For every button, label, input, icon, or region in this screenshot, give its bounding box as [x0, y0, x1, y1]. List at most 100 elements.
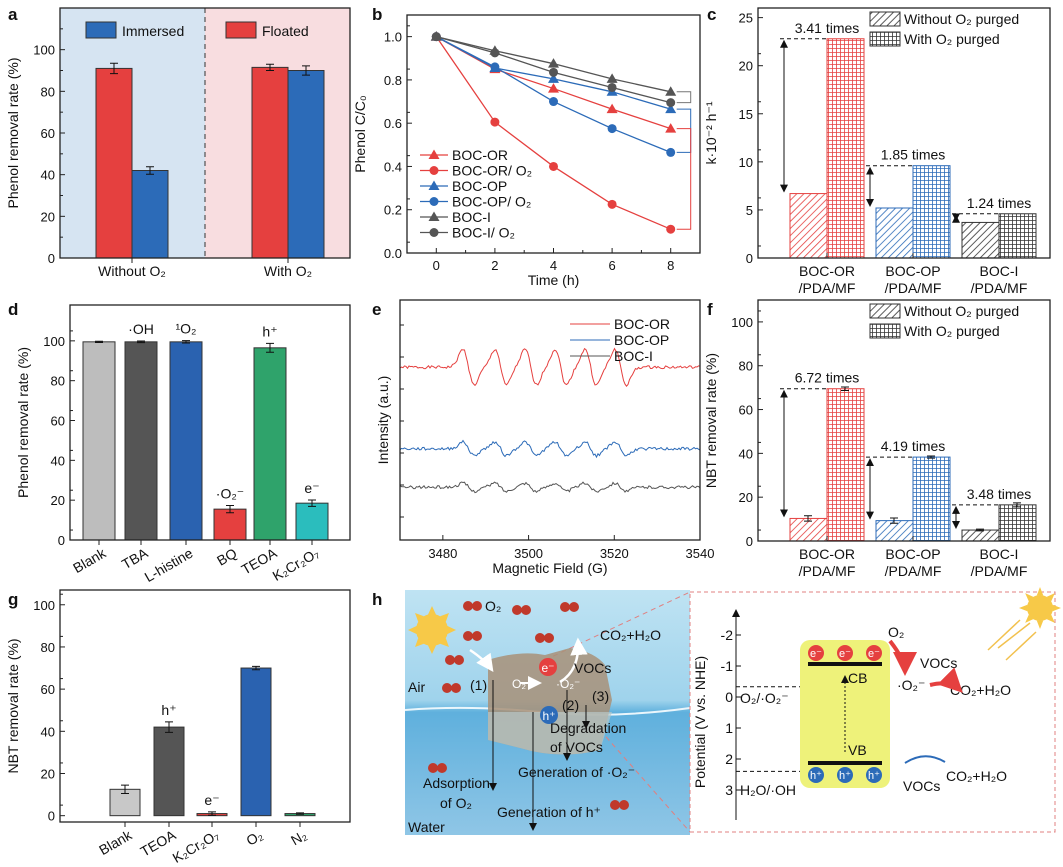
panel-c: 0 5 10 15 20 25 k·10⁻² h⁻¹ 3.41 times BOC-OR/PDA… — [703, 7, 1051, 296]
bar-immersed — [287, 70, 325, 259]
error-bar — [110, 62, 118, 75]
y-tick-label: 20 — [51, 493, 65, 508]
y-tick-label: 60 — [41, 682, 55, 697]
sun-icon — [1019, 587, 1061, 629]
vocs-label: VOCs — [574, 660, 611, 676]
o2-molecule-icon — [445, 655, 464, 665]
y-tick-label: 0.0 — [384, 246, 402, 261]
data-point — [549, 97, 558, 107]
panel-b: 0.0 0.2 0.4 0.6 0.8 1.0 Phenol C/C₀ 0 2 4 6 8 Time (… — [352, 14, 701, 288]
o2-adsorption-arrow — [469, 648, 494, 673]
bar-floated — [251, 66, 289, 259]
scavenged-species-label: h⁺ — [262, 323, 277, 339]
electron-label: e⁻ — [868, 648, 880, 660]
error-bar — [266, 63, 274, 71]
x-tick-label: With O₂ — [264, 263, 312, 279]
legend-entry: BOC-I — [452, 209, 491, 225]
data-point — [665, 103, 677, 114]
data-point — [429, 197, 439, 206]
data-point — [666, 98, 676, 108]
scavenged-species-label: e⁻ — [304, 480, 319, 496]
panel-label: c — [707, 5, 716, 24]
data-point — [428, 211, 440, 221]
axes-frame — [406, 14, 701, 254]
y-tick-label: 0.8 — [384, 73, 402, 88]
legend-with-o2: With O₂ purged — [904, 323, 1000, 339]
series-5 — [431, 32, 676, 108]
legend-without-o2: Without O₂ purged — [904, 11, 1019, 27]
legend-floated: Floated — [262, 23, 309, 39]
legend-entry: BOC-OR — [452, 147, 508, 163]
step-2-label: (2) — [562, 697, 579, 713]
bar-without-o2 — [875, 207, 914, 259]
legend-entry: BOC-I/ O₂ — [452, 225, 515, 241]
error-bar — [266, 342, 274, 353]
ratio-annotation: 1.24 times — [967, 195, 1032, 211]
x-tick-label: BOC-I — [980, 263, 1019, 279]
bar-without-o2 — [789, 193, 828, 259]
x-tick-label: /PDA/MF — [971, 280, 1028, 296]
y-tick-label: 15 — [739, 107, 753, 122]
axes-frame — [69, 304, 351, 541]
o2-molecule-icon — [512, 605, 531, 615]
hole-icon — [540, 706, 558, 724]
hole-label: h⁺ — [810, 770, 822, 782]
x-tick-label: /PDA/MF — [885, 280, 942, 296]
y-tick-label: 40 — [41, 168, 55, 183]
error-bar — [890, 517, 898, 524]
data-point — [606, 103, 618, 114]
bar-floated — [95, 67, 133, 259]
data-point — [428, 180, 440, 190]
y-axis-label: k·10⁻² h⁻¹ — [703, 101, 719, 164]
comparison-bracket — [676, 128, 692, 230]
product-release-arrow — [559, 637, 588, 684]
y-tick-label: 100 — [33, 43, 55, 58]
bar-with-o2 — [826, 388, 865, 542]
legend-with-o2: With O₂ purged — [904, 31, 1000, 47]
panel-label: f — [707, 300, 713, 319]
bar-without-o2 — [789, 517, 828, 542]
o2-label: O₂ — [512, 677, 526, 691]
step-3-label: (3) — [592, 688, 609, 704]
y-tick-label: 2 — [725, 751, 733, 767]
legend-swatch-with-o2 — [869, 31, 901, 47]
scavenged-species-label: h⁺ — [161, 702, 176, 718]
data-point — [490, 117, 500, 127]
comparison-bracket — [676, 108, 692, 153]
o2-molecule-icon — [535, 633, 554, 643]
y-tick-label: 60 — [739, 403, 753, 418]
hole-icon — [808, 767, 824, 783]
superoxide-label: ·O₂⁻ — [556, 677, 580, 691]
zoom-line — [599, 729, 691, 833]
x-tick-label: BOC-OR — [799, 263, 855, 279]
adsorption-label: of O₂ — [440, 795, 472, 811]
error-bar — [841, 386, 849, 391]
oh-couple-label: H₂O/·OH — [740, 782, 796, 798]
error-bar — [226, 505, 234, 514]
x-tick-label: BOC-I — [980, 546, 1019, 562]
o2-molecule-icon — [560, 602, 579, 612]
data-point — [665, 123, 677, 133]
bar-with-o2 — [912, 456, 951, 542]
air-label: Air — [408, 679, 425, 695]
y-axis-label: Potential (V vs. NHE) — [692, 656, 708, 788]
y-tick-label: 5 — [746, 203, 753, 218]
y-tick-label: 0 — [58, 533, 65, 548]
data-point — [428, 149, 440, 159]
scavenged-species-label: e⁻ — [204, 792, 219, 808]
comparison-bracket — [676, 91, 692, 104]
panel-label: g — [8, 590, 18, 609]
error-bar — [146, 166, 154, 175]
vocs-label: VOCs — [903, 778, 940, 794]
x-tick-label: 8 — [667, 258, 674, 273]
o2-molecule-icon — [463, 631, 482, 641]
x-tick-label: 3540 — [686, 546, 715, 561]
y-tick-label: 100 — [33, 598, 55, 613]
data-point — [548, 83, 559, 93]
data-point — [431, 32, 441, 42]
error-bar — [804, 515, 812, 522]
bar — [153, 726, 185, 817]
x-tick-label: K₂Cr₂O₇ — [170, 827, 222, 866]
legend-entry: BOC-OP/ O₂ — [452, 194, 531, 210]
